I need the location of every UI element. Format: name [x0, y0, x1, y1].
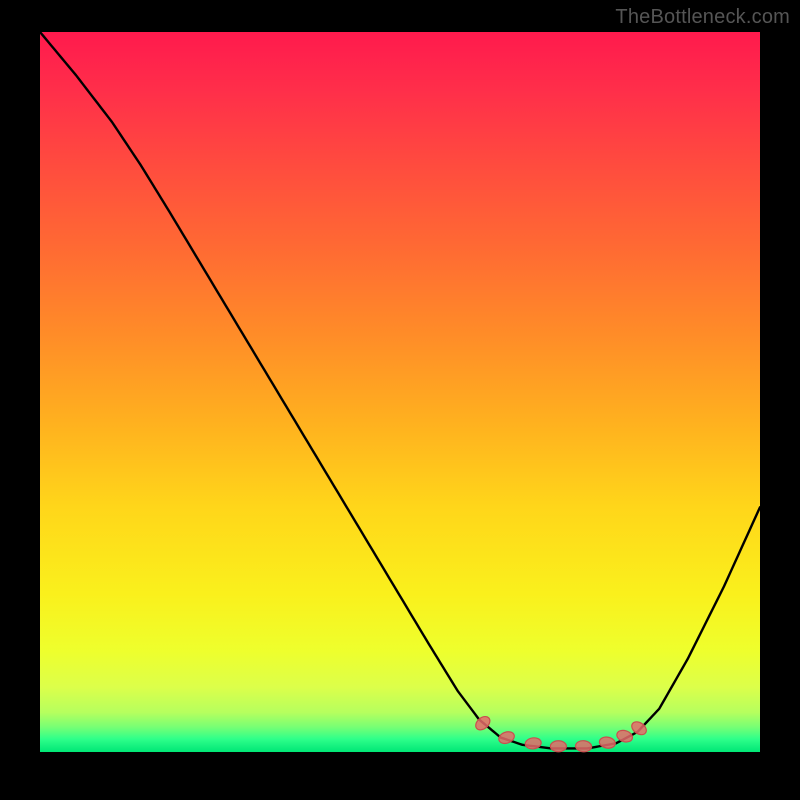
valley-marker — [599, 736, 617, 750]
chart-container: TheBottleneck.com — [0, 0, 800, 800]
valley-marker — [575, 740, 592, 752]
watermark-text: TheBottleneck.com — [615, 6, 790, 29]
bottleneck-curve — [40, 32, 760, 748]
valley-marker — [550, 741, 566, 752]
plot-area — [40, 32, 760, 752]
curve-layer — [40, 32, 760, 752]
valley-marker — [497, 730, 516, 746]
valley-markers — [473, 714, 649, 753]
plot-frame — [40, 32, 760, 752]
